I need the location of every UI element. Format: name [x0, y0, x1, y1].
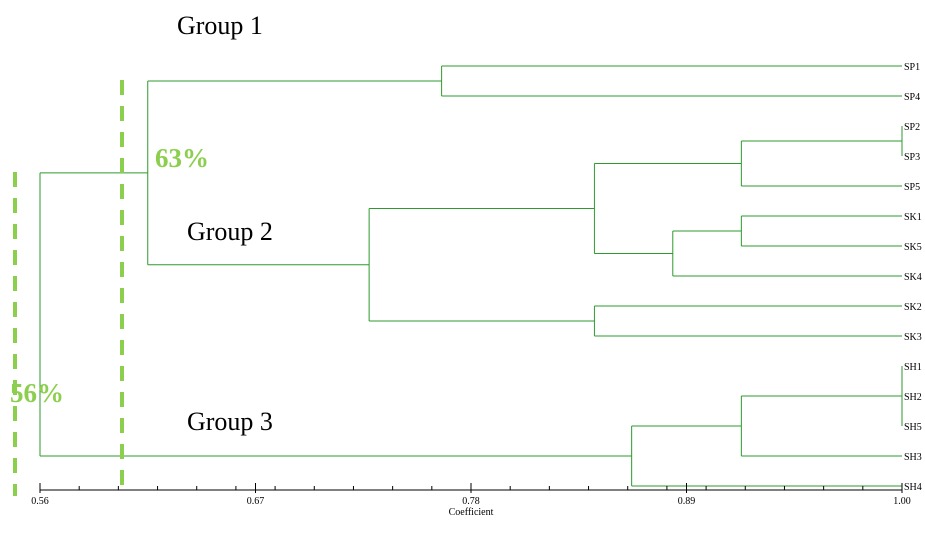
x-axis-title: Coefficient: [449, 507, 494, 518]
x-tick-label: 0.89: [678, 496, 696, 507]
leaf-label-sh2: SH2: [904, 392, 922, 403]
leaf-label-sh1: SH1: [904, 362, 922, 373]
leaf-label-sh4: SH4: [904, 482, 922, 493]
leaf-label-sk4: SK4: [904, 272, 922, 283]
leaf-label-sk5: SK5: [904, 242, 922, 253]
x-tick-label: 1.00: [893, 496, 911, 507]
leaf-label-sp1: SP1: [904, 62, 920, 73]
leaf-label-sp2: SP2: [904, 122, 920, 133]
leaf-label-sk2: SK2: [904, 302, 922, 313]
leaf-label-sp3: SP3: [904, 152, 920, 163]
leaf-label-sp4: SP4: [904, 92, 920, 103]
cut-lines: [13, 80, 124, 496]
cut-label-63: 63%: [155, 143, 209, 173]
group-2-label: Group 2: [187, 217, 273, 246]
x-tick-label: 0.67: [247, 496, 265, 507]
leaf-label-sk3: SK3: [904, 332, 922, 343]
group-1-label: Group 1: [177, 11, 263, 40]
x-axis: 0.56 0.67 0.78 0.89 1.00 Coefficient: [31, 483, 911, 518]
leaf-labels: SP1 SP4 SP2 SP3 SP5 SK1 SK5 SK4 SK2 SK3 SH1 SH2 SH5 S…: [904, 62, 922, 493]
leaf-label-sk1: SK1: [904, 212, 922, 223]
x-tick-label: 0.78: [462, 496, 480, 507]
leaf-label-sp5: SP5: [904, 182, 920, 193]
x-tick-label: 0.56: [31, 496, 49, 507]
leaf-label-sh5: SH5: [904, 422, 922, 433]
group-3-label: Group 3: [187, 407, 273, 436]
cut-label-56: 56%: [10, 378, 64, 408]
dendrogram-links: [39, 65, 903, 487]
leaf-label-sh3: SH3: [904, 452, 922, 463]
